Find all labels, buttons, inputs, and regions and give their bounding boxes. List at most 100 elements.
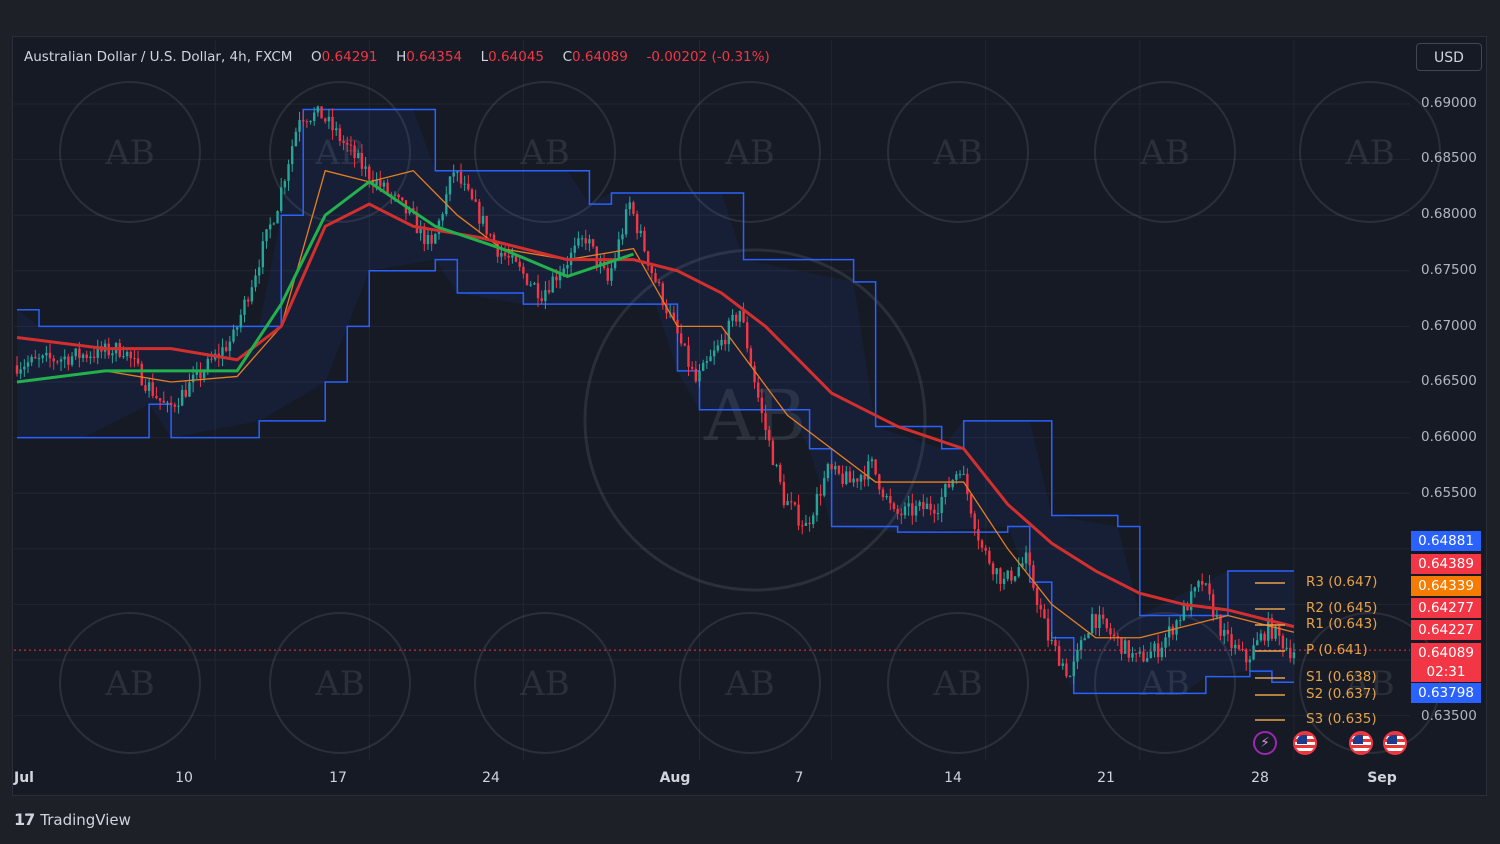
candle-body [1281,635,1285,649]
brand-name: TradingView [40,810,131,829]
candle-body [63,356,66,360]
candle-body [423,226,426,245]
candle [173,402,176,413]
candle-body [742,310,745,323]
flag-canton [1297,735,1307,744]
watermark-seal-icon [59,612,201,754]
us-flag-icon[interactable] [1349,731,1373,755]
candle [48,343,52,368]
candle [254,268,257,292]
candle-body [731,314,734,321]
candle-body [958,474,962,476]
candle-body [720,339,723,346]
candle [52,355,55,370]
candle-body [335,128,338,131]
candle [1076,643,1079,670]
candle [349,136,353,156]
candle [925,497,929,510]
candle [401,197,404,202]
candle [1256,632,1259,646]
tradingview-brand[interactable]: 17 TradingView [14,810,131,829]
candle [1259,629,1263,643]
low-label: L [480,49,489,65]
candle [522,262,525,279]
candle-body [1204,583,1208,585]
candle-body [1278,626,1281,636]
us-flag-icon[interactable] [1383,731,1407,755]
candle [294,127,298,147]
candle [995,567,998,584]
candle [41,354,44,364]
candle [764,404,767,440]
candle-body [991,563,995,575]
candle [712,340,716,365]
candle-body [643,230,646,252]
candle-body [547,290,551,293]
candle [790,492,793,510]
candle-body [698,370,701,382]
candle-body [320,106,323,119]
candle [283,178,287,195]
candle [19,362,22,379]
candle [709,349,712,362]
candle-body [632,202,635,214]
pivot-label: S2 (0.637) [1306,686,1377,702]
candle-body [309,120,312,122]
lightning-icon[interactable]: ⚡ [1253,731,1277,755]
candle-body [573,245,576,253]
candle-body [760,397,764,414]
candle-body [588,239,591,244]
flag-canton [1353,735,1363,744]
candle-body [34,356,37,359]
candle-body [1267,618,1270,641]
candle [302,110,305,127]
candle [335,121,338,136]
candle-body [136,358,140,364]
candle-body [1201,581,1204,585]
price-tag: 0.64389 [1411,554,1481,574]
candle [59,356,63,372]
candle [1131,647,1134,662]
candle-body [74,348,77,357]
flag-canton [1387,735,1397,744]
candle [1017,557,1020,578]
symbol-title: Australian Dollar / U.S. Dollar, 4h, FXC… [24,49,293,65]
candle-body [1039,605,1042,610]
candle [1171,623,1175,640]
close-value: 0.64089 [572,49,628,65]
candle-body [243,299,246,315]
pivot-label: P (0.641) [1306,642,1368,658]
candle [911,493,914,525]
candle-body [452,172,455,177]
watermark-text: AB [519,133,570,173]
candle-body [26,362,30,367]
candle [268,217,272,239]
candle-body [180,389,184,406]
candle [169,395,173,408]
candle-body [533,283,536,285]
candle [474,189,477,203]
candle-body [485,216,488,235]
candle [26,355,30,374]
time-axis-tick: 10 [175,770,193,786]
candle [111,349,114,364]
candle [1219,613,1222,641]
candle [276,210,279,224]
candle [1010,566,1013,584]
candle [701,359,705,372]
candle [1072,656,1075,685]
candle [529,281,532,287]
candle-body [775,464,778,466]
candle-body [1006,570,1009,579]
currency-button[interactable]: USD [1416,43,1482,71]
candle [991,561,995,581]
chart-frame[interactable] [12,36,1487,796]
candle-body [584,238,587,244]
candle [1138,647,1142,658]
candle-body [690,366,694,369]
us-flag-icon[interactable] [1293,731,1317,755]
candle-body [1226,629,1230,635]
candle-body [371,179,375,186]
candle [419,220,422,241]
